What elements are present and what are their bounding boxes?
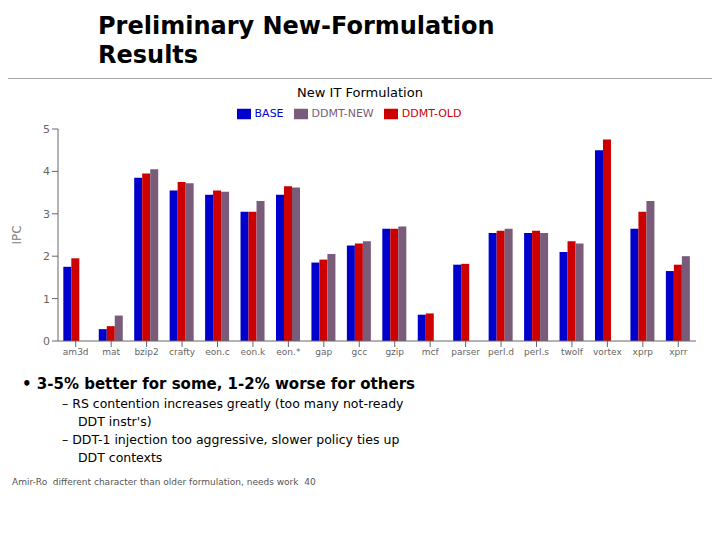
html-text:BASE: BASE (254, 107, 284, 120)
svg-text:vortex: vortex (593, 347, 622, 357)
html-text:DDMT-NEW: DDMT-NEW (311, 107, 374, 120)
html-text:– RS contention increases grea: – RS contention increases greatly (too m… (62, 396, 404, 411)
html-text:DDT contexts: DDT contexts (62, 450, 163, 465)
svg-text:5: 5 (43, 123, 50, 136)
html-text:DDMT-OLD: DDMT-OLD (401, 107, 462, 120)
svg-text:eon.k: eon.k (241, 347, 267, 357)
svg-text:eon.c: eon.c (205, 347, 230, 357)
html-text:– DDT-1 injection too aggressi: – DDT-1 injection too aggressive, slower… (62, 432, 400, 447)
svg-text:gap: gap (315, 347, 332, 357)
svg-text:am3d: am3d (63, 347, 89, 357)
svg-text:twolf: twolf (561, 347, 584, 357)
svg-text:gcc: gcc (351, 347, 367, 357)
svg-text:1: 1 (43, 293, 50, 306)
svg-text:gzip: gzip (385, 347, 404, 357)
svg-text:xprr: xprr (669, 347, 688, 357)
html-text:• 3-5% better for some, 1-2% w: • 3-5% better for some, 1-2% worse for o… (22, 375, 415, 393)
html-text:Results: Results (98, 41, 199, 69)
svg-text:perl.s: perl.s (524, 347, 549, 357)
svg-text:crafty: crafty (169, 347, 196, 357)
svg-text:4: 4 (43, 165, 50, 178)
svg-text:parser: parser (451, 347, 480, 357)
svg-text:0: 0 (43, 335, 50, 348)
html-text:DDT instr's): DDT instr's) (62, 414, 152, 429)
html-text:Preliminary New-Formulation: Preliminary New-Formulation (98, 12, 495, 40)
svg-text:xprp: xprp (633, 347, 654, 357)
svg-text:perl.d: perl.d (488, 347, 514, 357)
html-text:Amir-Ro different character th: Amir-Ro different character than older f… (12, 477, 316, 487)
svg-text:2: 2 (43, 250, 50, 263)
svg-text:mat: mat (102, 347, 120, 357)
svg-text:eon.*: eon.* (276, 347, 301, 357)
svg-text:IPC: IPC (10, 225, 24, 244)
svg-text:mcf: mcf (422, 347, 440, 357)
svg-text:bzip2: bzip2 (134, 347, 158, 357)
html-text:New IT Formulation: New IT Formulation (297, 85, 423, 100)
svg-text:3: 3 (43, 208, 50, 221)
